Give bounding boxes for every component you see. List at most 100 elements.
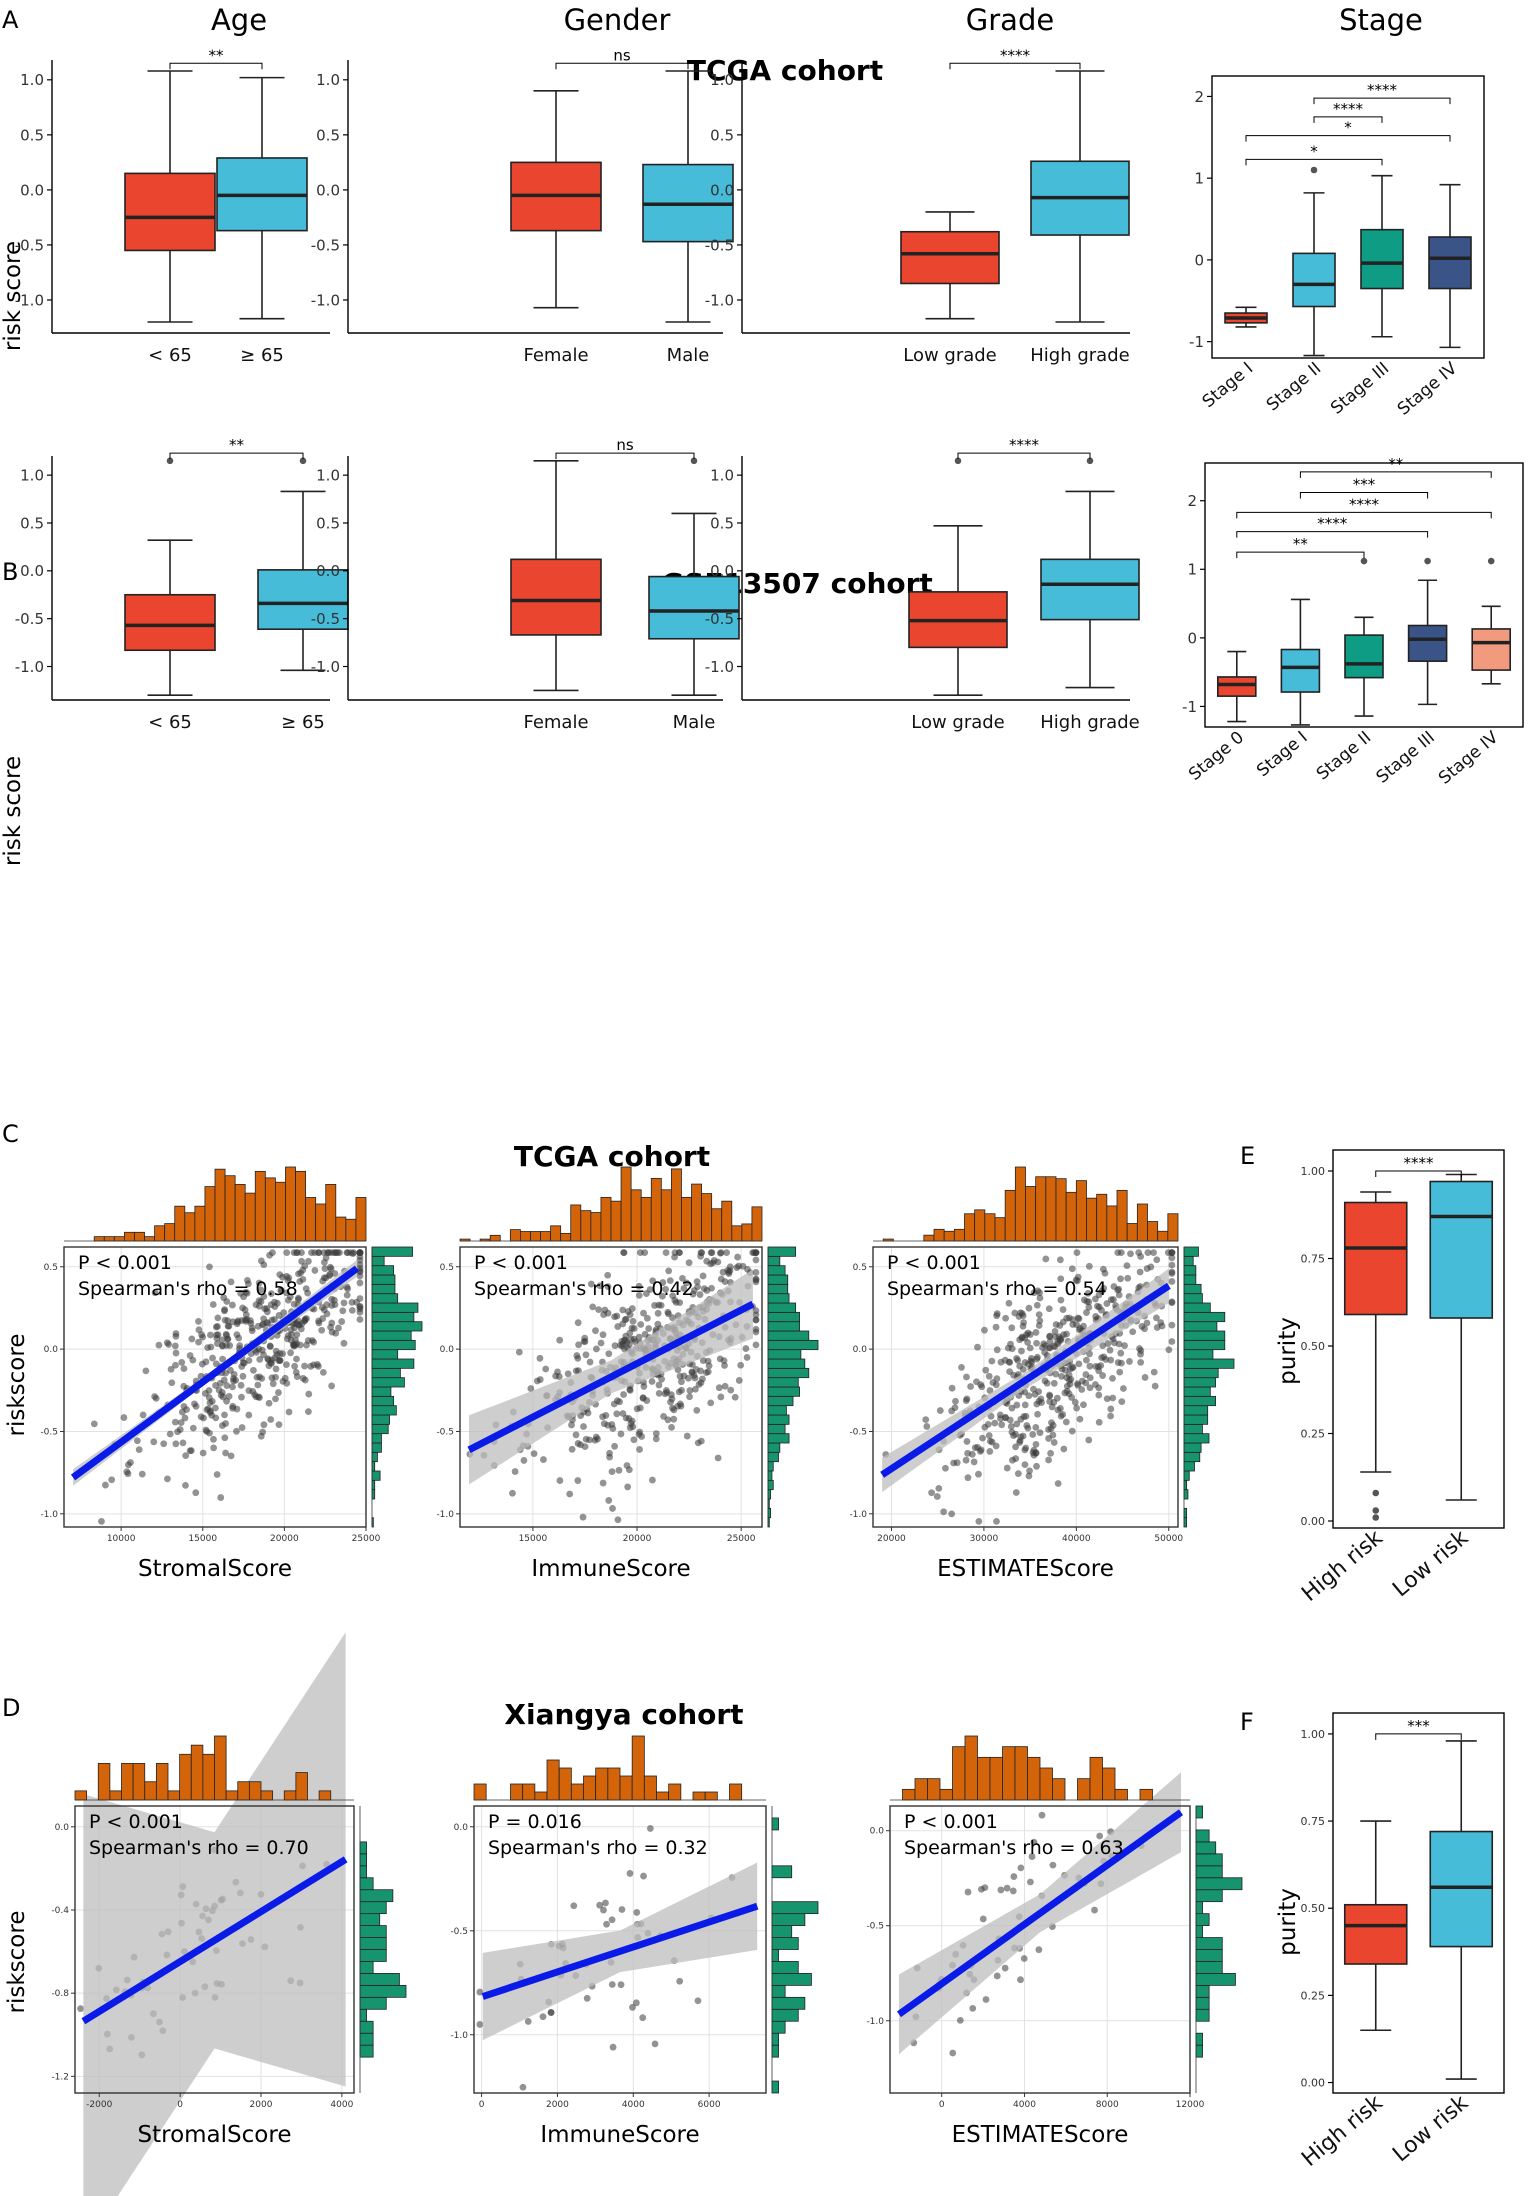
histogram-bar-top [190, 1744, 204, 1801]
x-category-label: Low grade [903, 345, 997, 366]
y-tick-label: -1.0 [849, 1510, 867, 1520]
histogram-bar-right [359, 1865, 367, 1879]
data-point [1168, 1298, 1176, 1306]
data-point [936, 1407, 944, 1414]
data-point [272, 1365, 280, 1373]
histogram-bar-right [359, 1841, 367, 1855]
scatter-c2: -1.0 -0.5 0.0 0.5 15000 20000 25000 P < 0.001 Sp… [436, 1166, 819, 1582]
data-point [1035, 1311, 1043, 1319]
data-point [297, 1325, 305, 1333]
data-point [172, 1440, 180, 1448]
histogram-bar-top [964, 1213, 976, 1242]
data-point [1046, 1398, 1054, 1405]
data-point [283, 1272, 291, 1280]
data-point [1012, 1489, 1020, 1496]
histogram-bar-right [1183, 1405, 1209, 1416]
data-point [652, 1435, 660, 1443]
data-point [1129, 1328, 1137, 1336]
data-point [1057, 1275, 1065, 1283]
significance-label: **** [1317, 515, 1348, 533]
data-point [332, 1249, 340, 1256]
histogram-bar-right [767, 1274, 789, 1285]
data-point [641, 1330, 649, 1338]
plot-frame [872, 1246, 1179, 1528]
data-point [609, 1505, 616, 1512]
data-point [1056, 1405, 1064, 1412]
data-point [1063, 1330, 1070, 1338]
histogram-bar-top [1025, 1186, 1037, 1242]
column-header-grade: Grade [966, 3, 1054, 37]
data-point [221, 1306, 229, 1314]
data-point [964, 1449, 972, 1457]
data-point [327, 1265, 335, 1273]
data-point [238, 1424, 246, 1431]
data-point [1005, 1299, 1013, 1307]
data-point [993, 1310, 1001, 1318]
data-point [626, 1870, 634, 1877]
data-point [1114, 1359, 1122, 1366]
data-point [1110, 1283, 1118, 1290]
regression-line [896, 1809, 1184, 2018]
data-point [305, 1390, 313, 1398]
data-point [752, 1341, 760, 1349]
data-point [608, 1468, 616, 1476]
y-tick-label: -1.0 [436, 1510, 454, 1520]
data-point [1021, 1401, 1029, 1409]
histogram-bar-top [595, 1767, 609, 1801]
data-point [1009, 1887, 1017, 1895]
significance-bracket [1245, 135, 1451, 142]
data-point [356, 1249, 364, 1256]
histogram-bar-right [371, 1330, 412, 1341]
data-point [223, 1298, 231, 1305]
histogram-bar-top [650, 1177, 662, 1242]
data-point [1002, 1314, 1010, 1322]
histogram-bar-right [1183, 1395, 1216, 1407]
data-point [1036, 1317, 1044, 1325]
y-tick-label: -1 [1189, 333, 1204, 351]
x-tick-label: -2000 [86, 2100, 112, 2110]
data-point [207, 1331, 214, 1339]
regression-line [880, 1282, 1171, 1478]
data-point [678, 1378, 685, 1386]
data-point [688, 1361, 696, 1368]
histogram-bar-right [371, 1349, 399, 1360]
data-point [996, 1411, 1004, 1419]
data-point [573, 1352, 581, 1359]
data-point [574, 1319, 582, 1327]
histogram-bar-top [264, 1177, 276, 1242]
data-point [172, 1332, 180, 1340]
data-point [635, 1430, 643, 1438]
data-point [221, 1411, 228, 1419]
data-point [709, 1259, 717, 1267]
data-point [1033, 1339, 1040, 1347]
histogram-bar-right [371, 1395, 395, 1407]
data-point [1030, 1446, 1038, 1454]
data-point [151, 1289, 159, 1297]
data-point [527, 1385, 535, 1392]
x-tick-label: 4000 [622, 2100, 645, 2110]
histogram-bar-top [681, 1196, 692, 1242]
data-point [236, 1342, 244, 1350]
data-point [1033, 1462, 1040, 1470]
data-point [556, 1336, 564, 1344]
y-tick-label: 1.00 [1301, 1728, 1326, 1741]
data-point [1109, 1374, 1116, 1382]
y-tick-label: 0.00 [1301, 1515, 1326, 1528]
data-point [935, 1484, 943, 1492]
histogram-bar-right [371, 1489, 376, 1500]
data-point [290, 1249, 298, 1256]
data-point [1117, 1275, 1124, 1283]
box-0 [124, 172, 216, 252]
significance-label: * [1344, 119, 1352, 137]
data-point [611, 1313, 618, 1321]
data-point [1014, 1356, 1022, 1364]
data-point [724, 1267, 732, 1274]
histogram-bar-right [767, 1311, 800, 1323]
data-point [622, 1315, 630, 1323]
histogram-bar-top [97, 1763, 111, 1801]
histogram-bar-right [371, 1470, 381, 1481]
significance-label: ** [229, 436, 245, 454]
data-point [676, 1299, 684, 1307]
data-point [225, 1322, 233, 1330]
significance-bracket [949, 62, 1081, 70]
